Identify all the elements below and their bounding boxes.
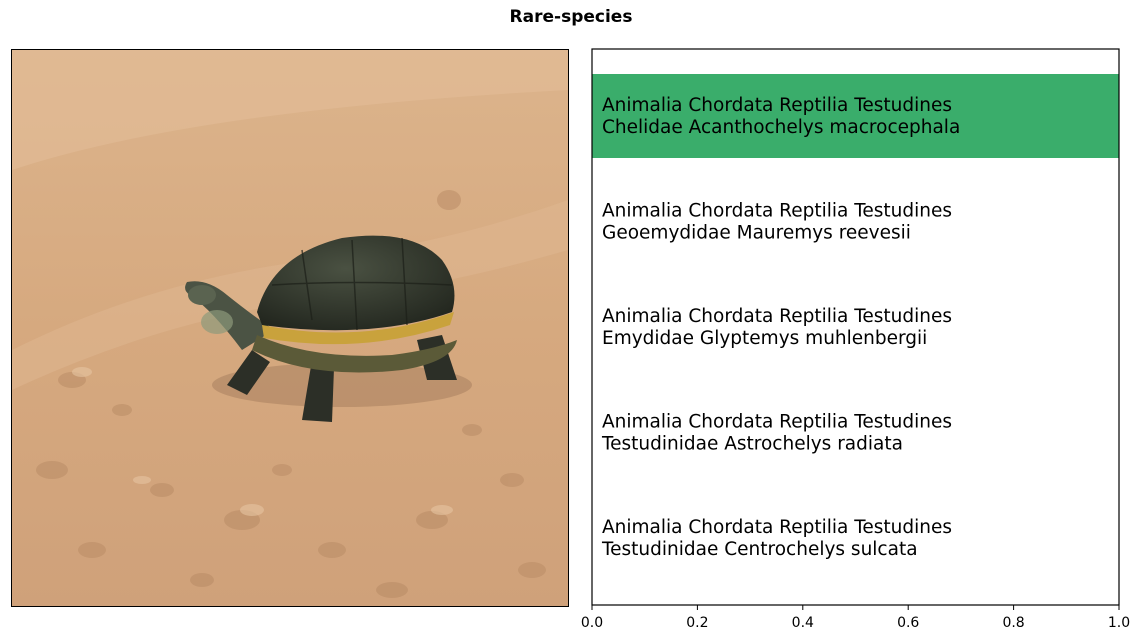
- bar-label-1-line-0: Animalia Chordata Reptilia Testudines: [602, 201, 952, 222]
- figure-title: Rare-species: [509, 7, 633, 27]
- bar-label-3-line-1: Testudinidae Astrochelys radiata: [601, 434, 903, 455]
- plot-frame: [591, 48, 1120, 606]
- x-tick-label-5: 1.0: [1108, 615, 1130, 631]
- bar-label-2-line-1: Emydidae Glyptemys muhlenbergii: [602, 328, 927, 349]
- bar-label-0-line-1: Chelidae Acanthochelys macrocephala: [602, 117, 960, 138]
- x-tick-label-0: 0.0: [581, 615, 603, 631]
- specimen-photo: [11, 49, 569, 607]
- x-tick-label-3: 0.6: [897, 615, 919, 631]
- bar-label-4-line-0: Animalia Chordata Reptilia Testudines: [602, 517, 952, 538]
- x-tick-label-2: 0.4: [792, 615, 814, 631]
- bar-label-2-line-0: Animalia Chordata Reptilia Testudines: [602, 306, 952, 327]
- x-tick-label-4: 0.8: [1002, 615, 1024, 631]
- bar-label-3-line-0: Animalia Chordata Reptilia Testudines: [602, 412, 952, 433]
- bar-label-4-line-1: Testudinidae Centrochelys sulcata: [601, 539, 918, 560]
- bar-label-1-line-1: Geoemydidae Mauremys reevesii: [602, 223, 911, 244]
- x-tick-label-1: 0.2: [686, 615, 708, 631]
- bar-0: [592, 74, 1119, 158]
- turtle-photo-illustration: [12, 50, 568, 606]
- bar-label-0-line-0: Animalia Chordata Reptilia Testudines: [602, 95, 952, 116]
